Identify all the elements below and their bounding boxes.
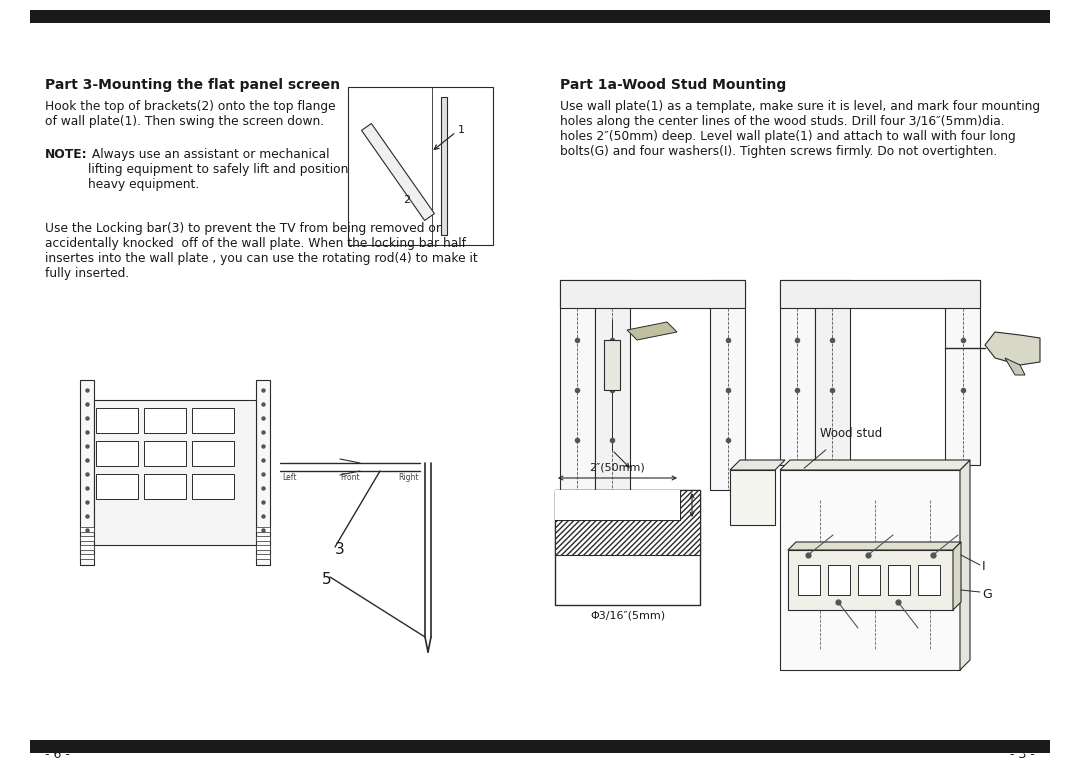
Bar	[815, 280, 850, 465]
Text: Stud  finder: Stud finder	[565, 498, 634, 511]
Text: 2″(50mm): 2″(50mm)	[590, 462, 646, 472]
Bar	[348, 87, 492, 245]
Bar	[561, 280, 595, 490]
Bar	[788, 550, 953, 610]
Bar	[828, 565, 850, 595]
Bar	[256, 545, 270, 550]
Bar	[555, 490, 680, 520]
Bar	[80, 527, 94, 532]
Bar	[192, 441, 234, 466]
Bar	[256, 536, 270, 541]
Text: Wood stud: Wood stud	[820, 427, 882, 440]
Bar	[798, 565, 820, 595]
Text: I: I	[982, 560, 986, 573]
Bar	[80, 536, 94, 541]
Bar	[604, 340, 620, 390]
Polygon shape	[985, 332, 1040, 365]
Text: Use wall plate(1) as a template, make sure it is level, and mark four mounting
h: Use wall plate(1) as a template, make su…	[561, 100, 1040, 158]
Bar	[918, 565, 940, 595]
Text: - 3 -: - 3 -	[1010, 748, 1035, 761]
Bar	[780, 280, 980, 308]
Bar	[256, 380, 270, 565]
Bar	[256, 554, 270, 559]
Text: 1: 1	[458, 125, 465, 135]
Text: Part 1a-Wood Stud Mounting: Part 1a-Wood Stud Mounting	[561, 78, 786, 92]
Bar	[858, 565, 880, 595]
Polygon shape	[960, 460, 970, 670]
Bar	[30, 10, 1050, 23]
Text: 2: 2	[403, 195, 410, 205]
Bar	[780, 470, 960, 670]
Polygon shape	[1005, 358, 1025, 375]
Text: G: G	[982, 588, 991, 601]
Text: Always use an assistant or mechanical
lifting equipment to safely lift and posit: Always use an assistant or mechanical li…	[87, 148, 349, 191]
Text: Part 3-Mounting the flat panel screen: Part 3-Mounting the flat panel screen	[45, 78, 340, 92]
Bar	[96, 474, 138, 499]
Bar	[144, 408, 186, 433]
Polygon shape	[362, 124, 434, 221]
Bar	[80, 554, 94, 559]
Bar	[710, 280, 745, 490]
Bar	[94, 400, 256, 545]
Polygon shape	[953, 542, 961, 610]
Polygon shape	[780, 460, 970, 470]
Bar	[192, 408, 234, 433]
Text: Use the Locking bar(3) to prevent the TV from being removed or
accidentally knoc: Use the Locking bar(3) to prevent the TV…	[45, 222, 477, 280]
Bar	[80, 380, 94, 565]
Bar	[80, 545, 94, 550]
Bar	[144, 441, 186, 466]
Text: 3: 3	[335, 542, 345, 557]
Text: 5: 5	[322, 572, 332, 587]
Bar	[730, 470, 775, 525]
Bar	[30, 740, 1050, 753]
Bar	[555, 490, 700, 605]
Bar	[780, 280, 815, 465]
Bar	[192, 474, 234, 499]
Text: - 6 -: - 6 -	[45, 748, 70, 761]
Bar	[555, 490, 700, 555]
Text: Right: Right	[399, 473, 419, 482]
Bar	[888, 565, 910, 595]
Polygon shape	[730, 460, 785, 470]
Text: Hook the top of brackets(2) onto the top flange
of wall plate(1). Then swing the: Hook the top of brackets(2) onto the top…	[45, 100, 336, 128]
Text: NOTE:: NOTE:	[45, 148, 87, 161]
Text: Front: Front	[340, 473, 360, 482]
Bar	[595, 280, 630, 490]
Bar	[256, 527, 270, 532]
Bar	[96, 408, 138, 433]
Bar	[561, 280, 745, 308]
Bar	[945, 280, 980, 465]
Text: Φ3/16″(5mm): Φ3/16″(5mm)	[590, 610, 665, 620]
Polygon shape	[788, 542, 961, 550]
Text: Left: Left	[282, 473, 297, 482]
Polygon shape	[441, 97, 447, 235]
Bar	[96, 441, 138, 466]
Bar	[144, 474, 186, 499]
Polygon shape	[627, 322, 677, 340]
